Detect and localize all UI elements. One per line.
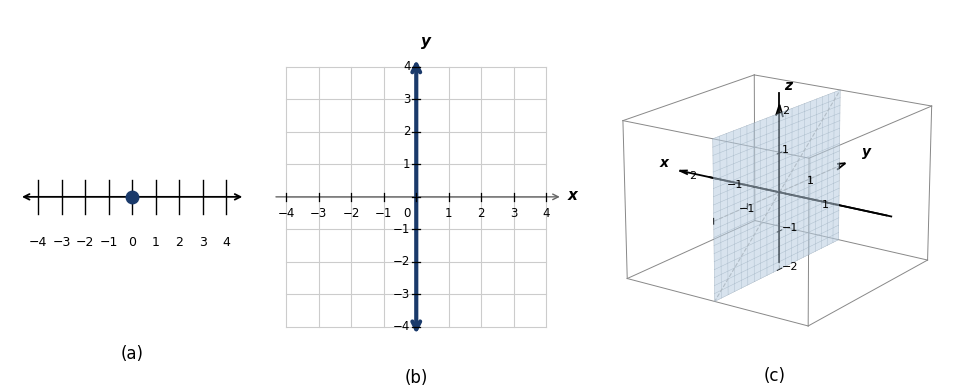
Text: 0: 0	[128, 237, 137, 249]
Text: 4: 4	[403, 60, 410, 73]
Text: −4: −4	[29, 237, 47, 249]
Text: 4: 4	[542, 207, 550, 220]
Text: −1: −1	[375, 207, 392, 220]
Text: 1: 1	[403, 158, 410, 171]
Text: −2: −2	[393, 256, 410, 268]
Text: −3: −3	[393, 288, 410, 301]
Text: −2: −2	[342, 207, 360, 220]
Text: −4: −4	[278, 207, 294, 220]
Text: −1: −1	[393, 223, 410, 236]
Text: −2: −2	[76, 237, 95, 249]
Text: 3: 3	[510, 207, 518, 220]
Text: y: y	[421, 34, 431, 49]
Text: −3: −3	[53, 237, 71, 249]
Text: 4: 4	[222, 237, 230, 249]
Text: x: x	[567, 188, 577, 203]
Text: (a): (a)	[121, 345, 143, 364]
Text: 2: 2	[478, 207, 485, 220]
Text: 3: 3	[199, 237, 207, 249]
Text: −1: −1	[99, 237, 118, 249]
Text: 0: 0	[403, 207, 410, 220]
Text: 3: 3	[403, 93, 410, 106]
Text: 2: 2	[176, 237, 183, 249]
Text: 2: 2	[403, 125, 410, 138]
Text: (c): (c)	[763, 367, 786, 385]
Text: −3: −3	[310, 207, 328, 220]
Text: (b): (b)	[405, 369, 428, 386]
Text: −4: −4	[393, 320, 410, 334]
Text: 1: 1	[445, 207, 452, 220]
Text: 1: 1	[152, 237, 160, 249]
